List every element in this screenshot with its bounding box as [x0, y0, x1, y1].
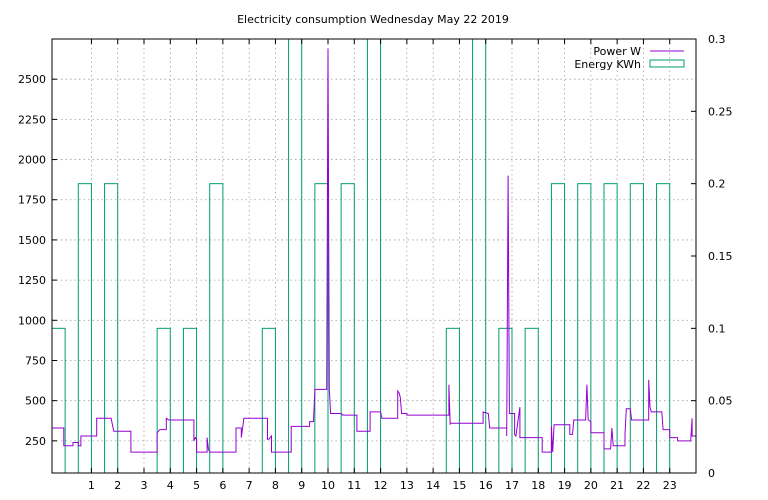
x-tick-label: 9	[298, 479, 305, 492]
x-tick-label: 13	[400, 479, 414, 492]
x-tick-label: 10	[321, 479, 335, 492]
y-tick-label: 250	[25, 435, 46, 448]
x-tick-label: 6	[219, 479, 226, 492]
chart-title: Electricity consumption Wednesday May 22…	[237, 13, 509, 26]
x-tick-label: 3	[141, 479, 148, 492]
y2-tick-label: 0.15	[708, 250, 733, 263]
x-tick-label: 18	[531, 479, 545, 492]
x-tick-label: 16	[479, 479, 493, 492]
x-tick-label: 15	[452, 479, 466, 492]
x-tick-label: 14	[426, 479, 440, 492]
y-tick-label: 1750	[18, 194, 46, 207]
y2-tick-label: 0.05	[708, 395, 733, 408]
y-tick-label: 1000	[18, 314, 46, 327]
x-tick-label: 23	[663, 479, 677, 492]
power-line	[52, 48, 696, 453]
x-tick-label: 11	[347, 479, 361, 492]
y-tick-label: 1250	[18, 274, 46, 287]
x-tick-label: 4	[167, 479, 174, 492]
power-line-group	[52, 48, 696, 453]
y-tick-label: 750	[25, 354, 46, 367]
legend-label-energy: Energy KWh	[574, 58, 641, 71]
ticks: 1 2 3 4 5 6 7 8 9 10 11 12 13 14 15 16 17 18 19 20 21 22 23250…	[18, 33, 733, 492]
legend-swatch-energy	[649, 59, 685, 68]
y-tick-label: 2250	[18, 113, 46, 126]
x-tick-label: 20	[584, 479, 598, 492]
y-tick-label: 2500	[18, 73, 46, 86]
y-tick-label: 1500	[18, 234, 46, 247]
y2-tick-label: 0	[708, 467, 715, 480]
x-tick-label: 7	[246, 479, 253, 492]
legend-label-power: Power W	[593, 45, 641, 58]
x-tick-label: 8	[272, 479, 279, 492]
y2-tick-label: 0.3	[708, 33, 726, 46]
x-tick-label: 17	[505, 479, 519, 492]
y2-tick-label: 0.2	[708, 178, 726, 191]
x-tick-label: 19	[558, 479, 572, 492]
x-tick-label: 1	[88, 479, 95, 492]
x-tick-label: 5	[193, 479, 200, 492]
y2-tick-label: 0.25	[708, 105, 733, 118]
x-tick-label: 2	[114, 479, 121, 492]
x-tick-label: 12	[374, 479, 388, 492]
y2-tick-label: 0.1	[708, 322, 726, 335]
y-tick-label: 500	[25, 395, 46, 408]
x-tick-label: 21	[610, 479, 624, 492]
y-tick-label: 2000	[18, 154, 46, 167]
x-tick-label: 22	[636, 479, 650, 492]
